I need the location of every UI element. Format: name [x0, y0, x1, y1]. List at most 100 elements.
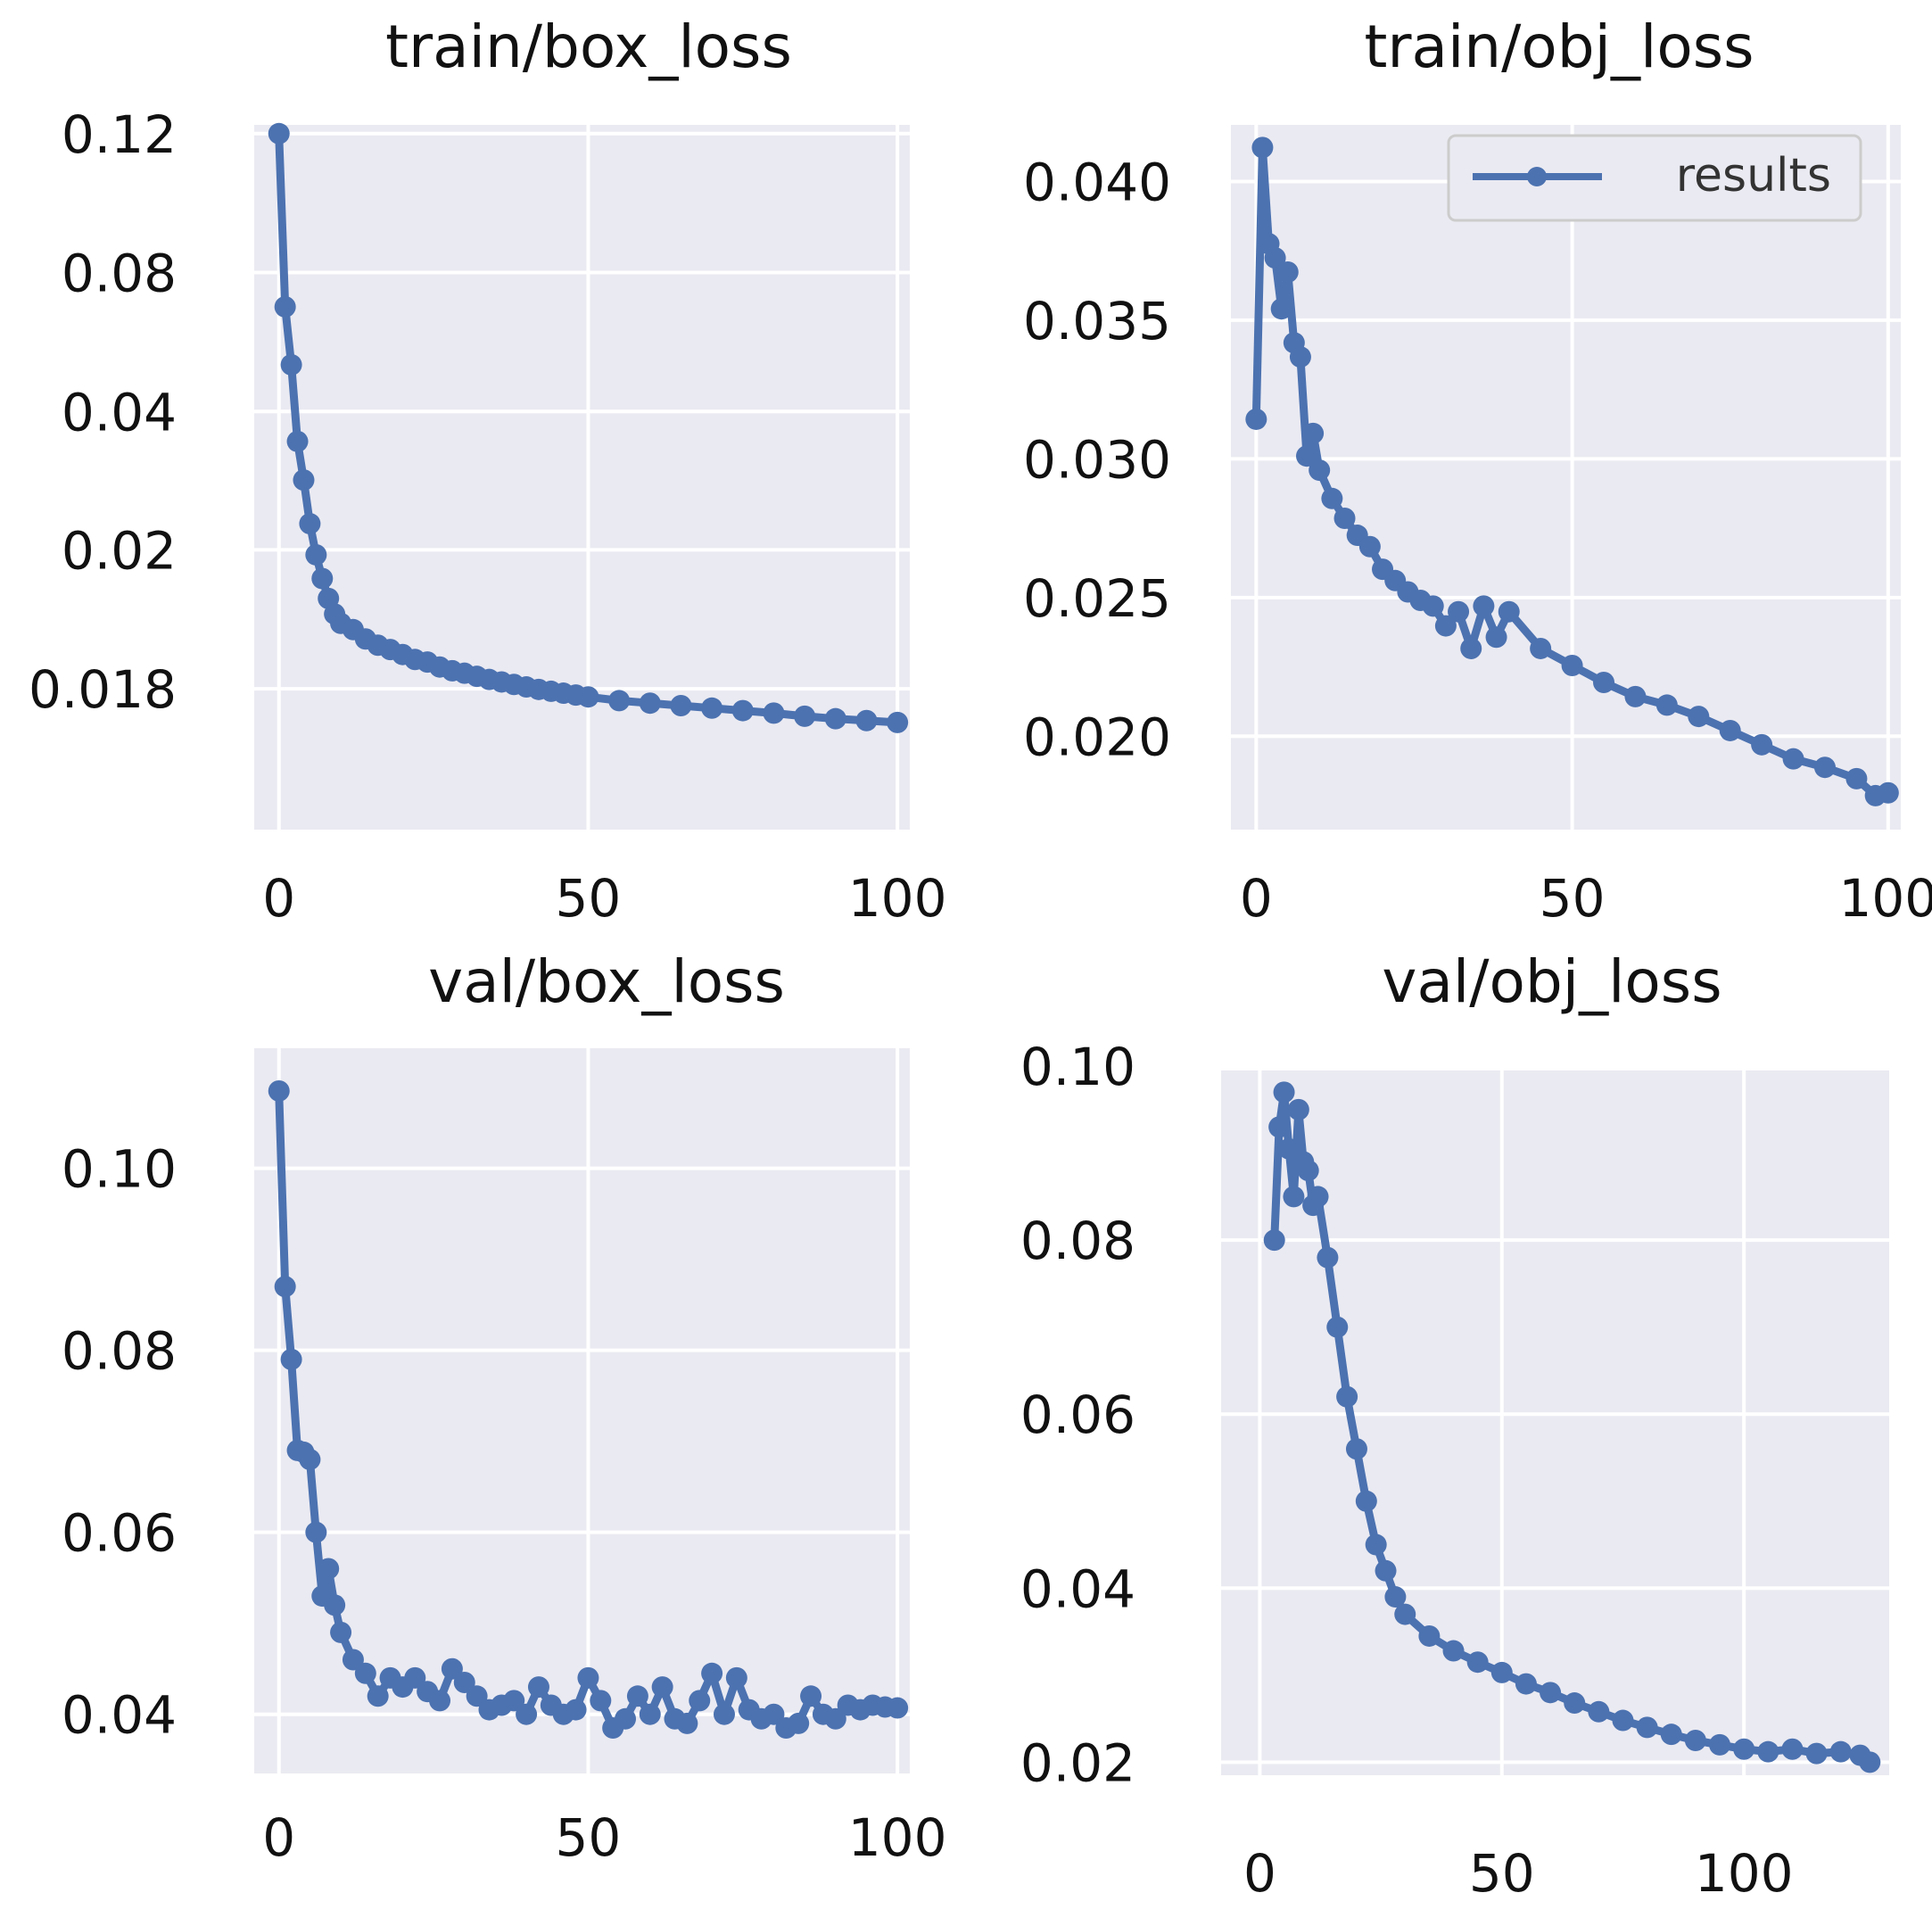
data-point: [1297, 1160, 1319, 1182]
data-point: [311, 567, 334, 590]
data-point: [1845, 767, 1868, 789]
data-point: [615, 1707, 637, 1730]
data-point: [1805, 1742, 1828, 1765]
data-point: [441, 1657, 463, 1680]
chart-val-box-loss: val/box_loss 0 50 100 0.10 0.08 0.06 0.04: [0, 947, 966, 1926]
data-point: [1434, 615, 1457, 637]
data-point: [1355, 1490, 1377, 1512]
data-point: [1530, 637, 1552, 659]
data-point: [1384, 1586, 1407, 1608]
data-point: [1276, 260, 1299, 283]
data-point: [713, 1703, 735, 1725]
data-point: [1336, 1385, 1358, 1408]
data-point: [1829, 1740, 1852, 1763]
x-tick-label: 0: [262, 868, 295, 929]
data-point: [1564, 1692, 1586, 1715]
data-point: [731, 699, 754, 722]
data-point: [1593, 672, 1615, 694]
data-point: [1782, 748, 1804, 770]
x-tick-label: 50: [556, 868, 622, 929]
data-point: [1781, 1738, 1804, 1760]
data-point: [1877, 781, 1899, 804]
data-point: [342, 1649, 364, 1671]
data-point: [689, 1690, 711, 1712]
data-point: [1268, 1116, 1291, 1138]
data-point: [274, 1276, 296, 1298]
data-point: [280, 1348, 302, 1370]
data-point: [367, 1685, 389, 1707]
data-point: [293, 469, 315, 492]
y-tick-label: 0.06: [62, 1503, 177, 1564]
data-point: [354, 1662, 376, 1684]
data-point: [1466, 1651, 1489, 1674]
data-point: [1688, 706, 1710, 728]
y-tick-label: 0.12: [62, 104, 177, 165]
y-tick-label: 0.08: [62, 1321, 177, 1382]
chart-title: train/box_loss: [385, 12, 792, 81]
data-point: [1287, 1098, 1309, 1120]
data-point: [639, 1703, 661, 1725]
data-point: [503, 1690, 525, 1712]
data-point: [1561, 654, 1583, 676]
data-point: [1321, 487, 1343, 509]
data-point: [274, 295, 296, 318]
plot-area: [1221, 1070, 1889, 1775]
y-tick-label: 0.10: [62, 1139, 177, 1200]
data-point: [268, 1079, 290, 1102]
data-point: [1394, 1603, 1416, 1625]
data-point: [404, 1666, 426, 1689]
data-point: [1270, 298, 1292, 320]
data-point: [516, 1703, 538, 1725]
data-point: [1296, 445, 1318, 467]
data-point: [1588, 1700, 1610, 1723]
x-tick-label: 50: [1540, 868, 1606, 929]
x-tick-label: 100: [1838, 868, 1932, 929]
data-point: [1473, 595, 1495, 617]
y-tick-label: 0.018: [29, 659, 177, 720]
y-tick-label: 0.030: [1023, 429, 1171, 490]
data-point: [1358, 535, 1381, 558]
data-point: [429, 1690, 451, 1712]
data-point: [1309, 459, 1331, 482]
y-tick-label: 0.04: [62, 382, 177, 442]
data-point: [1751, 733, 1773, 756]
y-tick-label: 0.025: [1023, 568, 1171, 629]
data-point: [1317, 1246, 1339, 1269]
chart-svg: val/box_loss 0 50 100 0.10 0.08 0.06 0.04: [62, 947, 947, 1868]
chart-svg: train/box_loss 0 50 100 0.12 0.08 0.04 0.02 0.0…: [29, 12, 947, 929]
data-point: [305, 543, 327, 566]
data-point: [466, 1685, 488, 1707]
data-point: [1498, 600, 1520, 623]
data-point: [318, 1558, 340, 1580]
data-point: [855, 709, 878, 732]
data-point: [701, 1662, 723, 1684]
data-point: [1636, 1716, 1658, 1739]
data-point: [626, 1685, 648, 1707]
data-point: [788, 1712, 810, 1734]
data-point: [1277, 1137, 1300, 1160]
x-tick-label: 100: [848, 868, 947, 929]
x-tick-label: 0: [1243, 1843, 1276, 1904]
data-point: [565, 1699, 587, 1721]
data-point: [299, 1449, 321, 1471]
data-point: [1655, 694, 1678, 716]
x-tick-label: 50: [556, 1807, 622, 1868]
data-point: [1302, 422, 1325, 444]
data-point: [701, 697, 723, 719]
data-point: [286, 430, 309, 452]
data-point: [1709, 1733, 1731, 1756]
data-point: [1283, 1186, 1305, 1208]
data-point: [800, 1685, 822, 1707]
data-point: [824, 1707, 846, 1730]
data-point: [1273, 1081, 1295, 1104]
data-point: [299, 513, 321, 535]
data-point: [1375, 1559, 1397, 1582]
data-point: [1612, 1709, 1634, 1732]
data-point: [1448, 600, 1470, 623]
chart-svg: train/obj_loss 0 50 100 0.040 0.035 0.030 0.02…: [1023, 12, 1932, 929]
data-point: [1540, 1682, 1562, 1704]
chart-train-obj-loss: train/obj_loss 0 50 100 0.040 0.035 0.030 0.02…: [966, 0, 1932, 963]
data-point: [1365, 1533, 1387, 1556]
x-tick-label: 0: [1240, 868, 1273, 929]
chart-val-obj-loss: val/obj_loss 0 50 100 0.10 0.08 0.06 0.04 0.02: [966, 947, 1932, 1926]
